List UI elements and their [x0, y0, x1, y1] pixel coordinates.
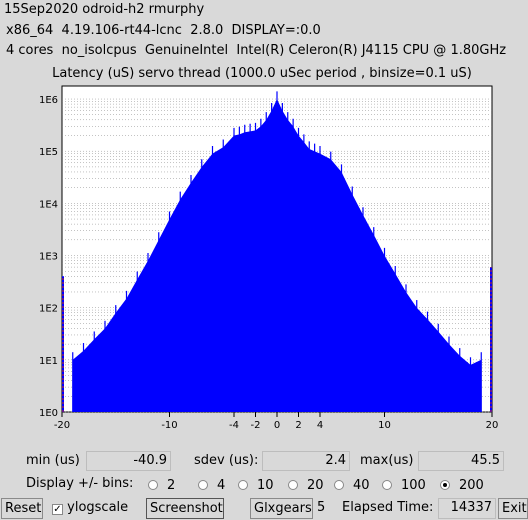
bins-radio-40[interactable]: 40 [334, 478, 370, 493]
bins-radio-2[interactable]: 2 [148, 478, 175, 493]
radio-circle-icon [288, 480, 298, 490]
header-line-3: 4 cores no_isolcpus GenuineIntel Intel(R… [6, 43, 507, 58]
radio-selected-icon [440, 480, 450, 490]
bins-radio-10[interactable]: 10 [238, 478, 274, 493]
y-tick-label: 1E1 [39, 356, 58, 367]
bins-radio-4[interactable]: 4 [198, 478, 225, 493]
radio-circle-icon [148, 480, 158, 490]
elapsed-label: Elapsed Time: [342, 500, 434, 515]
chart-title: Latency (uS) servo thread (1000.0 uSec p… [52, 66, 472, 81]
x-tick-label: -4 [229, 420, 239, 431]
x-tick-label: 20 [486, 420, 499, 431]
y-tick-label: 1E4 [39, 199, 58, 210]
min-value: -40.9 [86, 451, 171, 471]
reset-button[interactable]: Reset [1, 498, 43, 519]
x-tick-label: 2 [295, 420, 301, 431]
y-tick-label: 1E5 [39, 147, 58, 158]
sdev-label: sdev (us): [194, 453, 259, 468]
x-tick-label: -20 [54, 420, 70, 431]
screenshot-button[interactable]: Screenshot [146, 498, 224, 519]
header-line-2: x86_64 4.19.106-rt44-lcnc 2.8.0 DISPLAY=… [6, 23, 321, 38]
radio-circle-icon [198, 480, 208, 490]
y-tick-label: 1E0 [39, 408, 58, 419]
glxgears-button[interactable]: Glxgears [250, 498, 313, 519]
x-tick-label: -2 [251, 420, 261, 431]
checkmark-icon: ✓ [52, 504, 63, 515]
radio-circle-icon [382, 480, 392, 490]
max-label: max(us) [360, 453, 414, 468]
y-tick-label: 1E3 [39, 252, 58, 263]
bins-label: Display +/- bins: [26, 476, 134, 491]
y-tick-label: 1E2 [39, 304, 58, 315]
y-tick-label: 1E6 [39, 95, 58, 106]
sdev-value: 2.4 [262, 451, 350, 471]
bins-radio-200[interactable]: 200 [440, 478, 484, 493]
exit-button[interactable]: Exit [498, 498, 528, 519]
min-label: min (us) [26, 453, 80, 468]
radio-circle-icon [238, 480, 248, 490]
header-line-1: 15Sep2020 odroid-h2 rmurphy [4, 2, 205, 17]
bins-radio-100[interactable]: 100 [382, 478, 426, 493]
latency-histogram: Latency (uS) servo thread (1000.0 uSec p… [24, 64, 500, 454]
elapsed-value: 14337 [438, 498, 496, 519]
ylogscale-checkbox[interactable]: ✓ ylogscale [52, 500, 129, 515]
x-tick-label: -10 [161, 420, 177, 431]
bins-radio-20[interactable]: 20 [288, 478, 324, 493]
glxgears-count: 5 [317, 500, 326, 515]
x-tick-label: 0 [274, 420, 280, 431]
x-tick-label: 10 [378, 420, 391, 431]
max-value: 45.5 [418, 451, 504, 471]
radio-circle-icon [334, 480, 344, 490]
x-tick-label: 4 [317, 420, 323, 431]
